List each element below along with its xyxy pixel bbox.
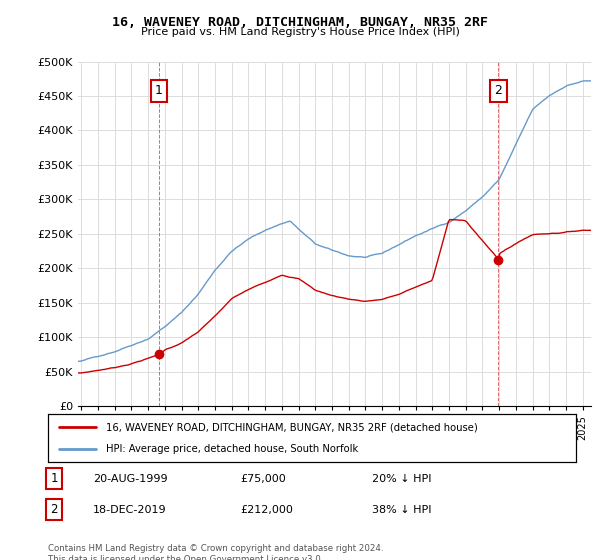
- Text: £212,000: £212,000: [240, 505, 293, 515]
- Text: 38% ↓ HPI: 38% ↓ HPI: [372, 505, 431, 515]
- Text: £75,000: £75,000: [240, 474, 286, 484]
- Text: Price paid vs. HM Land Registry's House Price Index (HPI): Price paid vs. HM Land Registry's House …: [140, 27, 460, 37]
- Text: 16, WAVENEY ROAD, DITCHINGHAM, BUNGAY, NR35 2RF (detached house): 16, WAVENEY ROAD, DITCHINGHAM, BUNGAY, N…: [106, 422, 478, 432]
- Text: HPI: Average price, detached house, South Norfolk: HPI: Average price, detached house, Sout…: [106, 444, 358, 454]
- Text: 1: 1: [50, 472, 58, 486]
- Text: 20-AUG-1999: 20-AUG-1999: [93, 474, 167, 484]
- Text: 16, WAVENEY ROAD, DITCHINGHAM, BUNGAY, NR35 2RF: 16, WAVENEY ROAD, DITCHINGHAM, BUNGAY, N…: [112, 16, 488, 29]
- Text: 2: 2: [494, 85, 502, 97]
- Text: 1: 1: [155, 85, 163, 97]
- Text: Contains HM Land Registry data © Crown copyright and database right 2024.
This d: Contains HM Land Registry data © Crown c…: [48, 544, 383, 560]
- Text: 2: 2: [50, 503, 58, 516]
- Text: 20% ↓ HPI: 20% ↓ HPI: [372, 474, 431, 484]
- Text: 18-DEC-2019: 18-DEC-2019: [93, 505, 167, 515]
